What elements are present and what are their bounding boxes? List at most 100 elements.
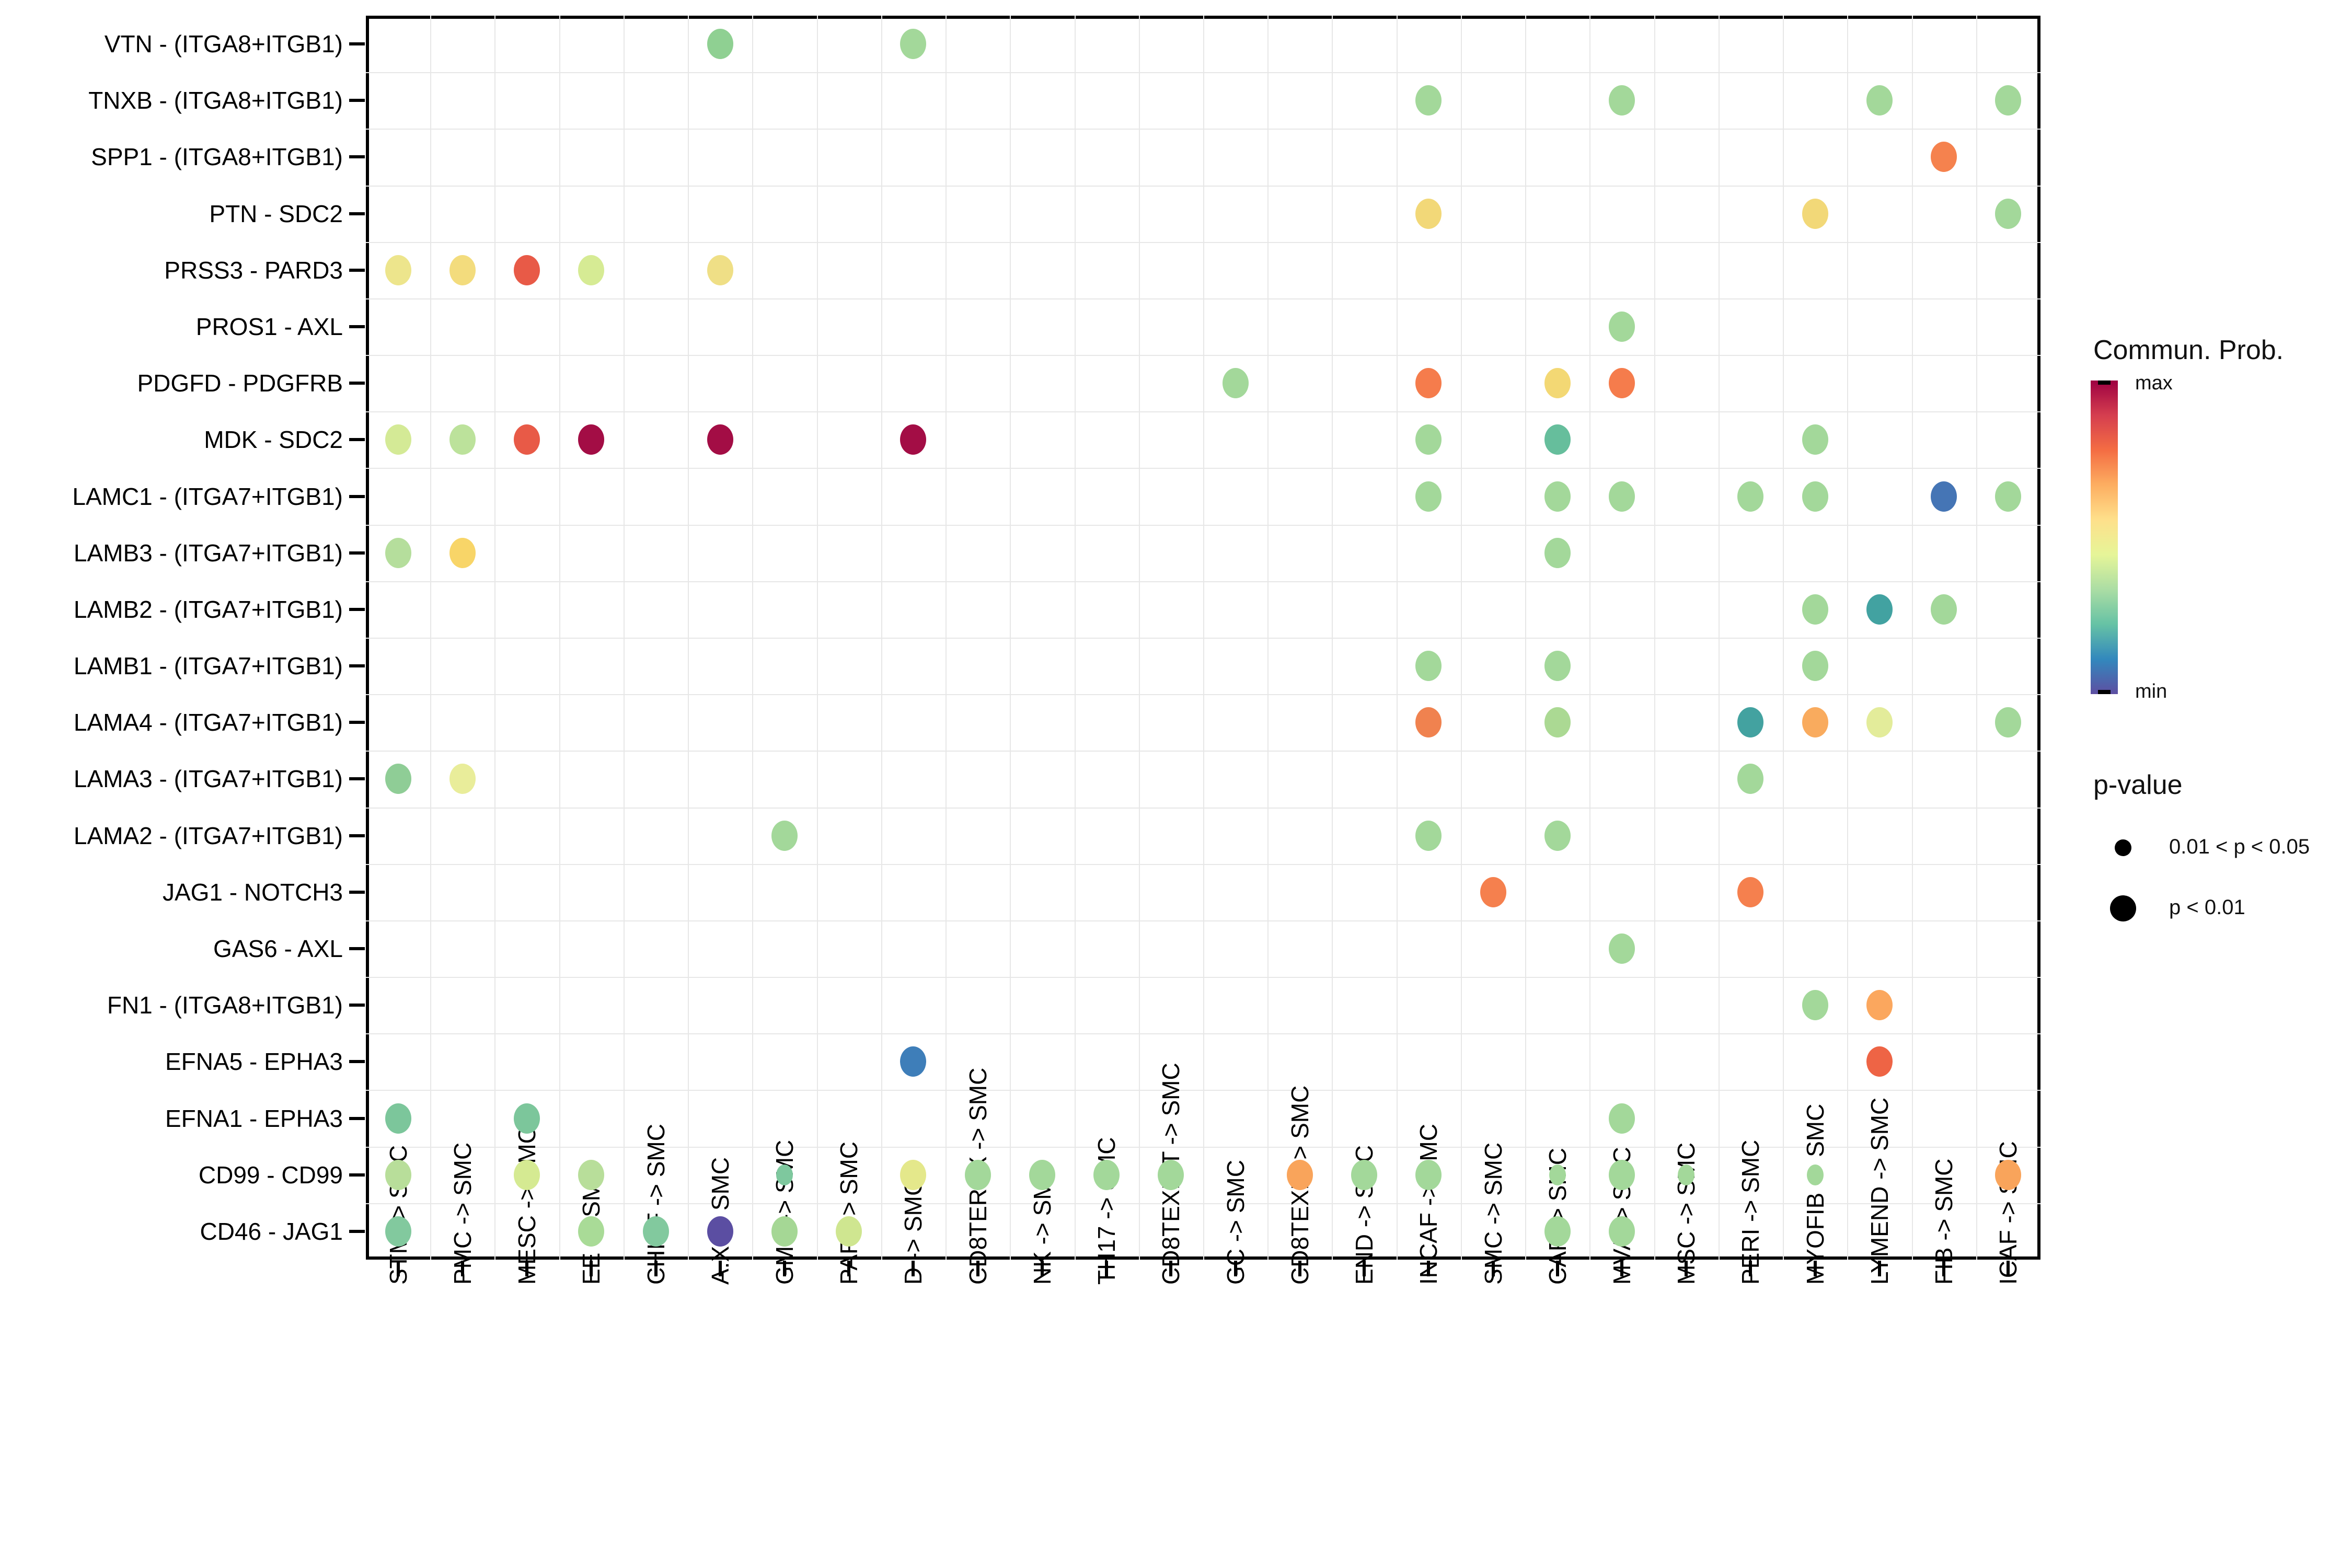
data-dot <box>1544 820 1571 851</box>
y-axis-label: JAG1 - NOTCH3 <box>162 878 343 906</box>
data-dot <box>1866 707 1893 738</box>
data-dot <box>771 1216 798 1247</box>
gridline-horizontal <box>366 1203 2040 1204</box>
x-axis-label: GC -> SMC <box>1221 1160 1249 1285</box>
data-dot <box>1678 1164 1695 1185</box>
y-tick <box>349 607 365 611</box>
x-axis-label: MSC -> SMC <box>1673 1142 1700 1285</box>
data-dot <box>642 1216 669 1247</box>
data-dot <box>385 255 411 285</box>
data-dot <box>1415 820 1442 851</box>
x-axis-label: D -> SMC <box>900 1178 927 1285</box>
x-tick <box>1105 1261 1109 1276</box>
data-dot <box>578 1216 605 1247</box>
x-axis-label: MYOFIB -> SMC <box>1801 1103 1829 1285</box>
gridline-horizontal <box>366 468 2040 469</box>
y-tick <box>349 212 365 215</box>
x-tick <box>654 1261 658 1276</box>
data-dot <box>900 1046 927 1077</box>
data-dot <box>900 424 927 455</box>
data-dot <box>1544 651 1571 682</box>
data-dot <box>1222 368 1249 399</box>
gridline-horizontal <box>366 185 2040 187</box>
data-dot <box>1544 1216 1571 1247</box>
colorbar-gradient <box>2091 381 2118 694</box>
pvalue-large-dot-icon <box>2110 895 2136 921</box>
data-dot <box>514 1103 540 1134</box>
gridline-horizontal <box>366 1090 2040 1091</box>
y-tick <box>349 777 365 781</box>
x-tick <box>976 1261 979 1276</box>
data-dot <box>1866 1046 1893 1077</box>
colorbar-max-tick <box>2098 381 2111 385</box>
x-axis-label: PARI -> SMC <box>835 1142 863 1285</box>
y-axis-label: LAMB2 - (ITGA7+ITGB1) <box>73 595 343 623</box>
x-tick <box>912 1261 915 1276</box>
x-tick <box>460 1261 464 1276</box>
data-dot <box>1544 707 1571 738</box>
data-dot <box>1415 707 1442 738</box>
y-tick <box>349 438 365 442</box>
data-dot <box>707 424 733 455</box>
data-dot <box>1544 481 1571 512</box>
data-dot <box>1609 1159 1635 1190</box>
data-dot <box>836 1216 862 1247</box>
gridline-horizontal <box>366 638 2040 639</box>
data-dot <box>1158 1159 1184 1190</box>
data-dot <box>900 29 927 60</box>
y-tick <box>349 1173 365 1177</box>
y-axis-label: TNXB - (ITGA8+ITGB1) <box>88 87 343 114</box>
data-dot <box>900 1159 927 1190</box>
data-dot <box>1866 990 1893 1021</box>
x-tick <box>396 1261 400 1276</box>
y-tick <box>349 721 365 724</box>
data-dot <box>776 1164 793 1185</box>
y-axis-label: EFNA5 - EPHA3 <box>165 1048 343 1076</box>
gridline-horizontal <box>366 751 2040 752</box>
data-dot <box>385 764 411 794</box>
y-tick <box>349 268 365 272</box>
data-dot <box>1415 481 1442 512</box>
x-tick <box>1749 1261 1753 1276</box>
y-tick <box>349 494 365 498</box>
y-axis-label: LAMB1 - (ITGA7+ITGB1) <box>73 652 343 680</box>
data-dot <box>1415 368 1442 399</box>
data-dot <box>514 1159 540 1190</box>
x-tick <box>590 1261 593 1276</box>
x-tick <box>783 1261 786 1276</box>
y-axis-label: PROS1 - AXL <box>195 313 343 340</box>
y-axis-label: LAMB3 - (ITGA7+ITGB1) <box>73 539 343 567</box>
data-dot <box>1549 1164 1566 1185</box>
data-dot <box>1609 481 1635 512</box>
data-dot <box>1544 368 1571 399</box>
data-dot <box>1415 198 1442 229</box>
gridline-horizontal <box>366 129 2040 130</box>
data-dot <box>1802 651 1828 682</box>
y-axis-label: GAS6 - AXL <box>213 935 343 962</box>
data-dot <box>1029 1159 1055 1190</box>
data-dot <box>1802 424 1828 455</box>
data-dot <box>1415 85 1442 116</box>
data-dot <box>1093 1159 1120 1190</box>
data-dot <box>385 1216 411 1247</box>
gridline-horizontal <box>366 72 2040 74</box>
data-dot <box>1415 424 1442 455</box>
x-axis-label: PERI -> SMC <box>1737 1139 1765 1285</box>
data-dot <box>1609 933 1635 964</box>
data-dot <box>1480 877 1506 907</box>
y-tick <box>349 155 365 159</box>
data-dot <box>1286 1159 1313 1190</box>
colorbar-title: Commun. Prob. <box>2093 335 2284 365</box>
data-dot <box>1609 312 1635 342</box>
data-dot <box>707 1216 733 1247</box>
x-tick <box>847 1261 851 1276</box>
x-axis-label: INCAF -> SMC <box>1415 1124 1443 1285</box>
data-dot <box>1806 1164 1824 1185</box>
x-tick <box>1813 1261 1817 1276</box>
y-tick <box>349 1116 365 1120</box>
x-tick <box>2007 1261 2010 1276</box>
gridline-horizontal <box>366 355 2040 356</box>
y-tick <box>349 834 365 837</box>
data-dot <box>1802 707 1828 738</box>
x-tick <box>1363 1261 1366 1276</box>
